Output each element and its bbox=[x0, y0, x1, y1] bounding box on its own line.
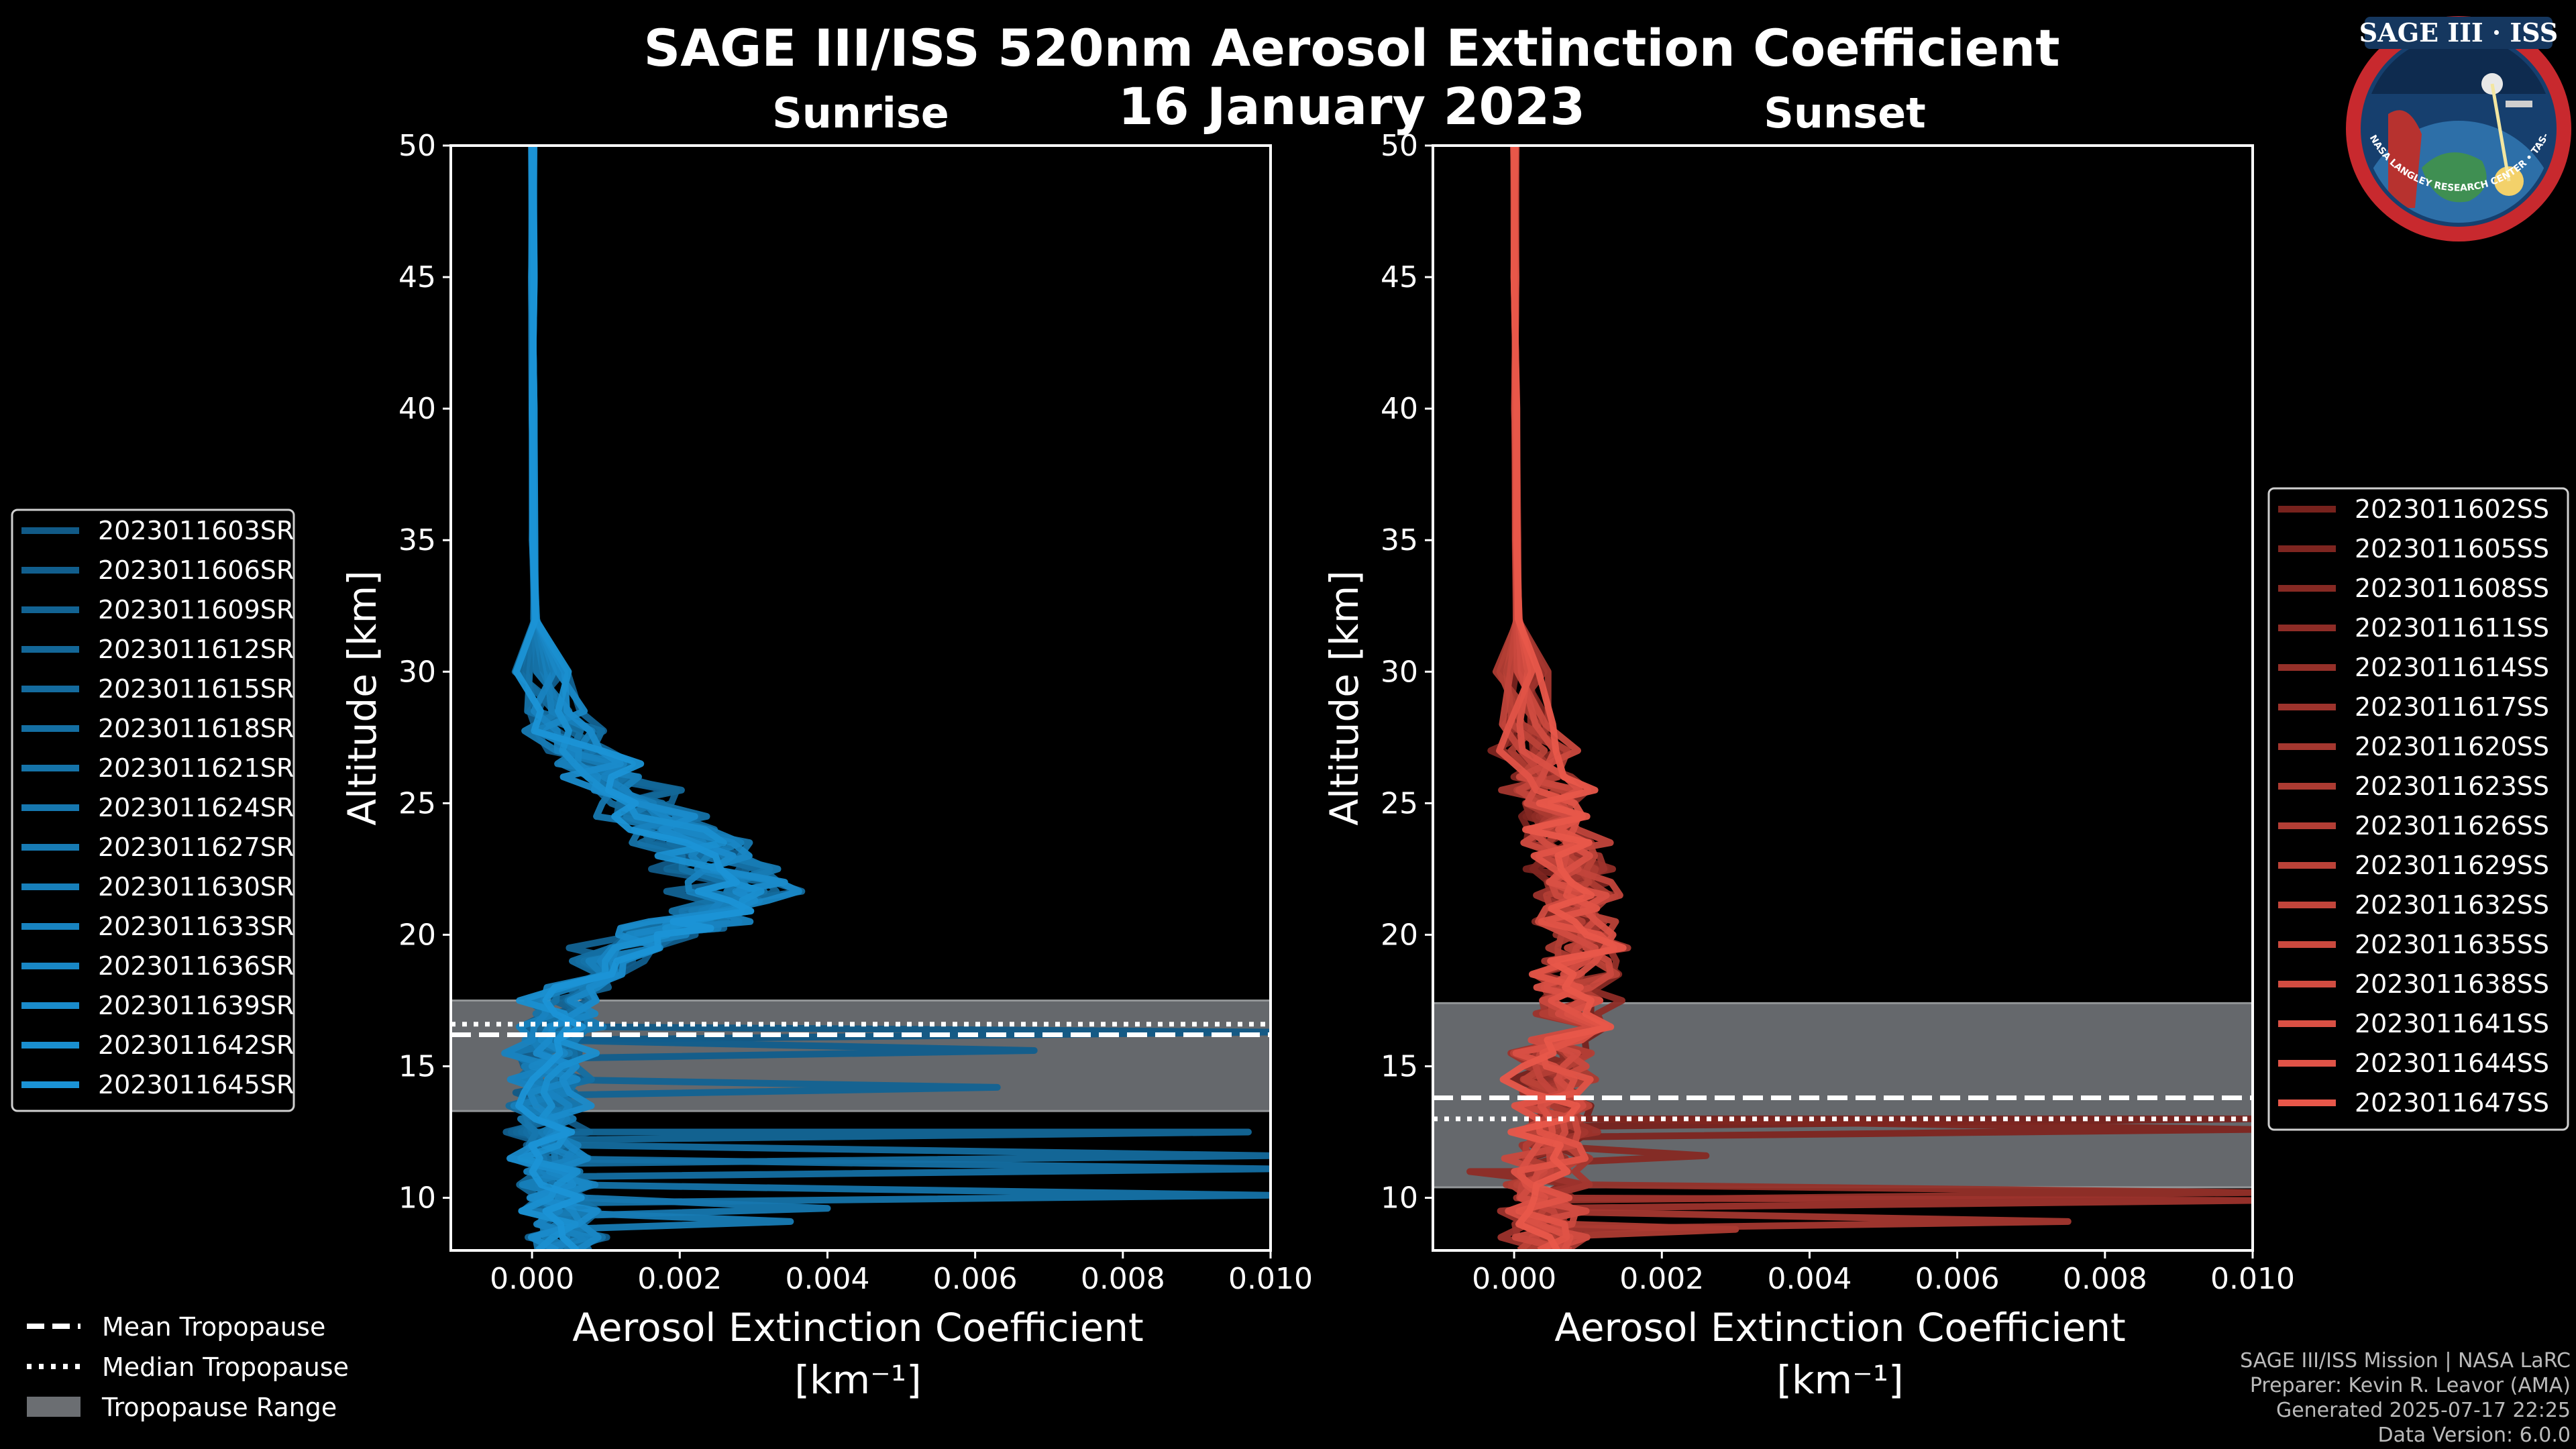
profile-line-2023011633SR bbox=[501, 146, 754, 1250]
legend-entry: 2023011629SS bbox=[2355, 851, 2549, 880]
legend-entry: 2023011612SR bbox=[98, 635, 294, 664]
median-tropopause-label: Median Tropopause bbox=[102, 1352, 349, 1382]
x-tick-label: 0.008 bbox=[2063, 1262, 2147, 1296]
legend-entry: 2023011623SS bbox=[2355, 771, 2549, 801]
y-tick-label: 40 bbox=[1381, 392, 1418, 426]
x-axis-label: Aerosol Extinction Coefficient bbox=[572, 1305, 1144, 1350]
plot-frame bbox=[1432, 144, 2254, 1252]
y-axis-label: Altitude [km] bbox=[1322, 570, 1367, 825]
x-tick-label: 0.002 bbox=[1619, 1262, 1704, 1296]
profile-line-2023011641SS bbox=[1505, 146, 1617, 1250]
y-tick-label: 10 bbox=[1381, 1181, 1418, 1216]
x-tick-label: 0.000 bbox=[490, 1262, 574, 1296]
legend-entry: 2023011611SS bbox=[2355, 613, 2549, 643]
legend-entry: 2023011617SS bbox=[2355, 692, 2549, 722]
legend-entry: 2023011608SS bbox=[2355, 574, 2549, 603]
profile-line-2023011644SS bbox=[1496, 146, 1617, 1250]
x-axis-unit: [km⁻¹] bbox=[1776, 1357, 1903, 1403]
y-tick-label: 45 bbox=[1381, 260, 1418, 294]
x-tick-label: 0.010 bbox=[2210, 1262, 2295, 1296]
legend-frame bbox=[11, 508, 295, 1112]
legend-entry: 2023011647SS bbox=[2355, 1088, 2549, 1118]
y-axis-label: Altitude [km] bbox=[339, 570, 385, 825]
x-tick-label: 0.010 bbox=[1228, 1262, 1313, 1296]
legend-entry: 2023011638SS bbox=[2355, 969, 2549, 999]
legend-entry: 2023011605SS bbox=[2355, 534, 2549, 564]
tropopause-range-label: Tropopause Range bbox=[101, 1393, 337, 1422]
logo-banner bbox=[2365, 17, 2553, 49]
x-axis-unit: [km⁻¹] bbox=[794, 1357, 921, 1403]
legend-entry: 2023011624SR bbox=[98, 793, 294, 822]
legend-entry: 2023011603SR bbox=[98, 516, 294, 545]
legend-entry: 2023011641SS bbox=[2355, 1009, 2549, 1038]
legend-entry: 2023011644SS bbox=[2355, 1049, 2549, 1078]
sunset-chart: 0.000 0.002 0.004 0.006 0.008 0.010 10 15 20 25 30… bbox=[1322, 129, 2295, 1403]
x-tick-label: 0.006 bbox=[1915, 1262, 2000, 1296]
logo-title: SAGE III · ISS bbox=[2359, 17, 2558, 48]
x-axis-label: Aerosol Extinction Coefficient bbox=[1554, 1305, 2126, 1350]
legend-entry: 2023011620SS bbox=[2355, 732, 2549, 761]
figure-date: 16 January 2023 bbox=[1118, 76, 1585, 136]
legend-entry: 2023011627SR bbox=[98, 833, 294, 862]
x-tick-label: 0.004 bbox=[1767, 1262, 1851, 1296]
legend-entry: 2023011626SS bbox=[2355, 811, 2549, 841]
sunrise-panel-title: Sunrise bbox=[772, 89, 949, 138]
credit-generated: Generated 2025-07-17 22:25 bbox=[2276, 1399, 2571, 1422]
credits: SAGE III/ISS Mission | NASA LaRC Prepare… bbox=[2240, 1349, 2571, 1447]
y-tick-label: 50 bbox=[398, 129, 436, 163]
y-tick-label: 45 bbox=[398, 260, 436, 294]
x-tick-label: 0.004 bbox=[785, 1262, 869, 1296]
legend-entry: 2023011618SR bbox=[98, 714, 294, 743]
legend-entry: 2023011621SR bbox=[98, 753, 294, 783]
legend-entry: 2023011635SS bbox=[2355, 930, 2549, 959]
legend-frame bbox=[2267, 487, 2569, 1131]
sunset-legend: 2023011602SS 2023011605SS 2023011608SS 2023… bbox=[2267, 487, 2569, 1131]
profile-line-2023011645SR bbox=[513, 146, 755, 1250]
legend-entry: 2023011602SS bbox=[2355, 494, 2549, 524]
y-tick-label: 25 bbox=[398, 786, 436, 820]
figure-title: SAGE III/ISS 520nm Aerosol Extinction Co… bbox=[643, 18, 2059, 78]
credit-mission: SAGE III/ISS Mission | NASA LaRC bbox=[2240, 1349, 2571, 1373]
x-tick-label: 0.000 bbox=[1472, 1262, 1556, 1296]
y-tick-label: 35 bbox=[398, 523, 436, 557]
y-tick-label: 30 bbox=[1381, 655, 1418, 689]
tropopause-legend: Mean Tropopause Median Tropopause Tropop… bbox=[27, 1312, 349, 1422]
legend-entry: 2023011609SR bbox=[98, 595, 294, 625]
x-tick-label: 0.006 bbox=[933, 1262, 1018, 1296]
sunrise-legend: 2023011603SR 2023011606SR 2023011609SR 2023… bbox=[11, 508, 295, 1112]
y-tick-label: 20 bbox=[1381, 918, 1418, 952]
mean-tropopause-label: Mean Tropopause bbox=[102, 1312, 325, 1342]
sunset-panel-title: Sunset bbox=[1764, 89, 1926, 138]
legend-entry: 2023011636SR bbox=[98, 951, 294, 981]
y-tick-label: 50 bbox=[1381, 129, 1418, 163]
y-tick-label: 35 bbox=[1381, 523, 1418, 557]
y-tick-label: 15 bbox=[1381, 1050, 1418, 1084]
legend-entry: 2023011639SR bbox=[98, 991, 294, 1020]
y-tick-label: 20 bbox=[398, 918, 436, 952]
credit-preparer: Preparer: Kevin R. Leavor (AMA) bbox=[2250, 1374, 2571, 1397]
legend-entry: 2023011630SR bbox=[98, 872, 294, 902]
y-tick-label: 25 bbox=[1381, 786, 1418, 820]
tropopause-range-swatch bbox=[27, 1397, 80, 1417]
y-tick-label: 40 bbox=[398, 392, 436, 426]
legend-entry: 2023011632SS bbox=[2355, 890, 2549, 920]
legend-entry: 2023011642SR bbox=[98, 1030, 294, 1060]
x-tick-label: 0.008 bbox=[1081, 1262, 1165, 1296]
profile-line-2023011647SS bbox=[1499, 146, 1627, 1250]
sunrise-chart: 0.000 0.002 0.004 0.006 0.008 0.010 10 15 20 25 30… bbox=[339, 129, 1313, 1403]
legend-entry: 2023011645SR bbox=[98, 1070, 294, 1099]
x-tick-label: 0.002 bbox=[637, 1262, 722, 1296]
y-tick-label: 30 bbox=[398, 655, 436, 689]
y-tick-label: 15 bbox=[398, 1050, 436, 1084]
legend-entry: 2023011614SS bbox=[2355, 653, 2549, 682]
credit-data-version: Data Version: 6.0.0 bbox=[2378, 1424, 2571, 1447]
y-tick-label: 10 bbox=[398, 1181, 436, 1216]
legend-entry: 2023011633SR bbox=[98, 912, 294, 941]
legend-entry: 2023011606SR bbox=[98, 555, 294, 585]
legend-entry: 2023011615SR bbox=[98, 674, 294, 704]
plot-frame bbox=[449, 144, 1272, 1252]
